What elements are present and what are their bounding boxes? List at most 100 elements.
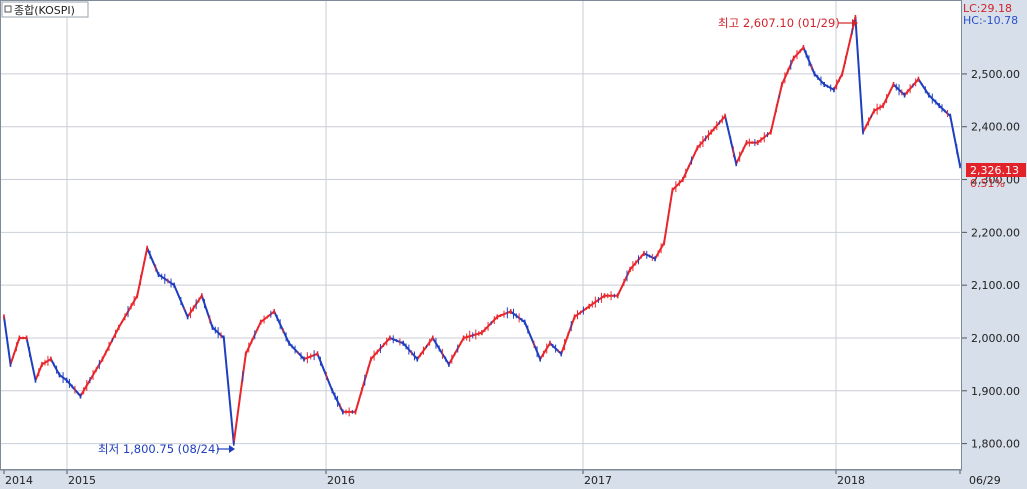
series-segment: [79, 358, 104, 398]
y-tick-label: 2,200.00: [971, 226, 1020, 239]
series-segment: [903, 78, 920, 97]
series-segment: [523, 321, 542, 361]
low-annotation: 최저 1,800.75 (08/24): [98, 442, 235, 456]
series-segment: [25, 336, 37, 382]
data-point: [629, 266, 631, 272]
data-point: [416, 356, 419, 362]
last-price-change: 0.51%: [970, 177, 1005, 190]
high-annotation-text: 최고 2,607.10 (01/29): [718, 16, 840, 30]
series-segment: [288, 342, 306, 361]
series-segment: [854, 16, 865, 134]
data-point: [802, 45, 805, 51]
checkbox-icon[interactable]: [4, 5, 12, 13]
x-tick-label: 2016: [327, 474, 355, 487]
series-segment: [792, 46, 805, 60]
series-segment: [735, 141, 748, 165]
data-point: [959, 163, 961, 169]
series-segment: [65, 379, 82, 398]
series-segment: [509, 310, 526, 324]
series-segment: [882, 83, 895, 107]
data-point: [882, 103, 884, 109]
series-segment: [588, 294, 606, 308]
y-tick-label: 2,500.00: [971, 68, 1020, 81]
data-point: [841, 71, 844, 77]
high-annotation: 최고 2,607.10 (01/29): [718, 16, 858, 30]
last-price-badge: 2,326.13 0.51%: [966, 163, 1026, 190]
data-point: [136, 293, 139, 299]
data-point: [9, 361, 12, 367]
last-price-value: 2,326.13: [970, 164, 1019, 177]
data-point: [331, 388, 334, 394]
series-segment: [480, 315, 499, 334]
series-segment: [9, 336, 21, 366]
price-axis-panel: [962, 0, 1027, 489]
series-segment: [813, 72, 826, 86]
series-segment: [136, 247, 149, 297]
data-point: [616, 293, 619, 299]
x-tick-label: 06/29: [969, 474, 1001, 487]
lc-label: LC:29.18: [963, 2, 1012, 15]
y-tick-label: 2,000.00: [971, 332, 1020, 345]
series-segment: [949, 115, 961, 167]
series-label[interactable]: 종합(KOSPI): [1, 1, 89, 18]
data-point: [539, 356, 541, 362]
price-series: [3, 14, 961, 446]
data-point: [223, 335, 225, 341]
data-point: [288, 340, 290, 346]
series-segment: [186, 294, 203, 318]
last-price-background: [966, 163, 1026, 177]
data-point: [431, 335, 434, 341]
data-point: [549, 340, 551, 346]
data-point: [173, 282, 175, 288]
data-point: [873, 108, 875, 114]
y-tick-label: 1,800.00: [971, 438, 1020, 451]
data-point: [157, 272, 160, 278]
x-tick-label: 2014: [5, 474, 33, 487]
low-arrowhead-icon: [229, 445, 235, 453]
data-point: [573, 314, 576, 320]
data-point: [34, 377, 37, 383]
data-point: [232, 440, 235, 446]
data-point: [949, 113, 952, 119]
data-point: [724, 113, 726, 119]
series-segment: [49, 358, 61, 376]
series-segment: [447, 336, 465, 366]
plot-frame: [0, 0, 962, 470]
x-tick-label: 2017: [584, 474, 612, 487]
high-arrowhead-icon: [852, 19, 858, 27]
data-point: [792, 55, 795, 61]
x-tick-label: 2018: [837, 474, 865, 487]
data-point: [710, 129, 713, 135]
x-axis-ticks: 2014 2015 2016 2017 2018 06/29: [0, 469, 1001, 487]
data-point: [671, 187, 674, 193]
y-tick-label: 2,100.00: [971, 279, 1020, 292]
data-point: [118, 324, 120, 330]
data-point: [735, 161, 737, 167]
data-point: [903, 92, 906, 98]
x-tick-label: 2015: [68, 474, 96, 487]
data-point: [654, 256, 656, 262]
series-segment: [927, 94, 941, 107]
data-point: [523, 319, 526, 325]
data-point: [50, 356, 52, 362]
data-point: [462, 335, 465, 341]
data-point: [938, 103, 941, 109]
data-point: [245, 351, 247, 357]
series-segment: [316, 352, 334, 392]
data-point: [259, 319, 262, 325]
series-segment: [873, 104, 885, 112]
data-point: [101, 356, 104, 362]
data-point: [201, 293, 203, 299]
series-segment: [671, 178, 684, 192]
data-point: [79, 393, 82, 399]
data-point: [509, 309, 512, 315]
series-segment: [832, 72, 844, 91]
data-point: [389, 335, 391, 341]
series-segment: [696, 131, 713, 149]
data-point: [781, 81, 783, 87]
series-segment: [823, 83, 835, 91]
data-point: [186, 314, 189, 320]
data-point: [342, 409, 344, 415]
